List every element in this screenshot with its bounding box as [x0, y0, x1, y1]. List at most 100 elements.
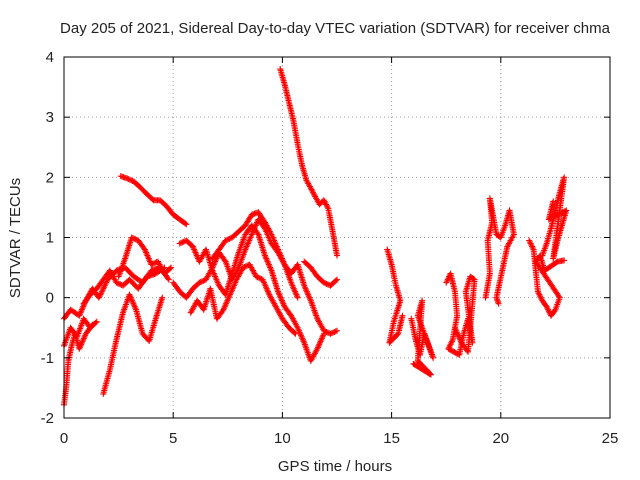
series-arc-16	[443, 270, 478, 358]
y-tick-label: 0	[46, 290, 54, 307]
data-point	[253, 273, 260, 280]
x-tick-label: 5	[169, 430, 177, 447]
series-arc-3	[61, 321, 96, 408]
chart-title: Day 205 of 2021, Sidereal Day-to-day VTE…	[60, 20, 611, 37]
data-point	[399, 312, 406, 319]
y-tick-label: 2	[46, 169, 54, 186]
data-point	[125, 176, 132, 183]
x-tick-label: 25	[602, 430, 619, 447]
x-tick-label: 10	[274, 430, 291, 447]
y-tick-label: -1	[41, 350, 54, 367]
grid	[64, 57, 610, 418]
series-arc-9	[176, 222, 327, 364]
series-arc-13	[301, 258, 340, 289]
data-point	[183, 221, 190, 228]
data-point	[128, 234, 135, 241]
data-point	[254, 274, 261, 281]
data-point	[332, 328, 339, 335]
data-point	[114, 280, 121, 287]
data-point	[334, 252, 340, 259]
data-point	[320, 279, 327, 286]
y-tick-label: 3	[46, 109, 54, 126]
data-point	[179, 239, 186, 246]
series-arc-15	[408, 297, 437, 378]
data-point	[197, 279, 204, 286]
data-point	[223, 236, 230, 243]
y-tick-label: 4	[46, 49, 54, 66]
data-point	[291, 329, 298, 336]
data-point	[226, 235, 233, 242]
data-point	[451, 324, 458, 331]
data-point	[323, 280, 330, 287]
data-point	[257, 275, 264, 282]
data-point	[331, 328, 338, 335]
data-point	[89, 321, 96, 328]
data-point	[165, 276, 172, 283]
data-point	[410, 360, 417, 367]
data-point	[92, 319, 99, 326]
data-point	[199, 278, 206, 285]
data-point	[292, 330, 299, 337]
x-tick-label: 15	[383, 430, 400, 447]
data-point	[324, 329, 331, 336]
data-point	[176, 240, 183, 247]
data-point	[328, 330, 335, 337]
series-arc-17	[482, 195, 517, 307]
data-point	[561, 257, 568, 264]
series-arc-7	[117, 173, 190, 228]
data-point	[332, 277, 339, 284]
data-point	[320, 330, 327, 337]
data-point	[130, 235, 137, 242]
data-point	[148, 261, 155, 268]
y-tick-label: -2	[41, 410, 54, 427]
data-point	[222, 237, 229, 244]
x-axis-label: GPS time / hours	[278, 458, 392, 475]
series-arc-12	[277, 66, 340, 259]
data-point	[334, 327, 340, 334]
data-point	[411, 361, 418, 368]
data-point	[327, 330, 334, 337]
data-point	[132, 236, 139, 243]
series-arc-19	[539, 174, 570, 262]
data-point	[294, 294, 301, 301]
data-point	[166, 265, 173, 272]
data-point	[149, 260, 156, 267]
data-point	[116, 280, 123, 287]
x-tick-label: 20	[492, 430, 509, 447]
data-point	[322, 280, 329, 287]
data-point	[178, 239, 185, 246]
data-point	[126, 176, 133, 183]
axis-ticks: 0 5 10 15 20 25 -2 -1 0 1 2 3 4	[41, 49, 619, 447]
data-points	[61, 66, 570, 408]
data-point	[196, 279, 203, 286]
data-point	[470, 275, 477, 282]
series-arc-14	[384, 246, 406, 346]
y-tick-label: 1	[46, 230, 54, 247]
data-point	[254, 230, 261, 237]
data-point	[550, 198, 557, 205]
data-point	[164, 275, 171, 282]
series-arc-5	[100, 291, 166, 397]
data-point	[182, 220, 189, 227]
data-point	[88, 323, 95, 330]
data-point	[128, 177, 135, 184]
data-point	[113, 279, 120, 286]
data-point	[330, 329, 337, 336]
data-point	[240, 264, 247, 271]
data-point	[225, 236, 232, 243]
data-point	[124, 175, 131, 182]
data-point	[131, 235, 138, 242]
x-tick-label: 0	[60, 430, 68, 447]
series-arc-11	[209, 209, 301, 301]
data-point	[334, 276, 340, 283]
series-arc-18	[526, 237, 568, 319]
series-arc-10	[187, 261, 299, 337]
data-point	[159, 294, 166, 301]
data-point	[241, 263, 248, 270]
data-point	[93, 318, 100, 325]
series-arc-6	[115, 234, 175, 280]
data-point	[495, 300, 502, 307]
data-point	[324, 204, 331, 211]
